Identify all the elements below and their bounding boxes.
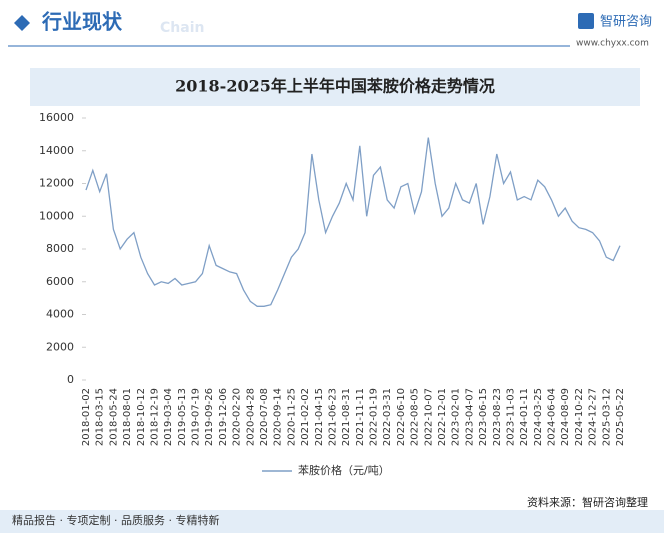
footer-text: 精品报告 · 专项定制 · 品质服务 · 专精特新 — [12, 513, 219, 527]
x-tick-label: 2021-11-11 — [355, 388, 366, 446]
x-tick-label: 2024-03-25 — [533, 388, 544, 446]
header-watermark: Chain — [160, 20, 204, 36]
x-tick-label: 2020-11-25 — [286, 388, 297, 446]
footer-bar — [0, 510, 664, 533]
x-tick-label: 2021-02-02 — [300, 388, 311, 446]
x-tick-label: 2022-03-31 — [382, 388, 393, 446]
brand-logo — [578, 13, 594, 29]
x-tick-label: 2025-03-12 — [601, 388, 612, 446]
line — [85, 137, 621, 307]
x-tick-label: 2018-01-02 — [81, 388, 92, 446]
x-tick-label: 2022-08-05 — [410, 388, 421, 446]
x-tick-label: 2019-03-04 — [163, 388, 174, 446]
plot: 0 2000 4000 6000 8000 10000 12000 14000 16000 201… — [39, 111, 626, 477]
x-tick-label: 2018-05-24 — [108, 388, 119, 446]
x-tick-label: 2021-08-31 — [341, 388, 352, 446]
x-tick-label: 2018-08-01 — [122, 388, 133, 446]
x-tick-label: 2023-02-01 — [451, 388, 462, 446]
x-tick-label: 2019-05-13 — [177, 388, 188, 446]
x-tick-label: 2020-04-28 — [245, 388, 256, 446]
x-tick-label: 2023-06-15 — [478, 388, 489, 446]
legend-label: 苯胺价格（元/吨） — [298, 463, 390, 477]
x-tick-label: 2025-05-22 — [615, 388, 626, 446]
x-tick-label: 2024-06-04 — [547, 388, 558, 446]
y-tick-label: 10000 — [39, 209, 74, 222]
x-tick-label: 2022-06-10 — [396, 388, 407, 446]
x-tick-label: 2019-07-19 — [191, 388, 202, 446]
x-tick-label: 2021-04-15 — [314, 388, 325, 446]
x-tick-label: 2020-07-08 — [259, 388, 270, 446]
x-tick-label: 2020-09-14 — [273, 388, 284, 446]
y-tick-label: 0 — [67, 373, 74, 386]
y-tick-label: 14000 — [39, 144, 74, 157]
x-tick-label: 2021-06-23 — [327, 388, 338, 446]
y-tick-label: 4000 — [46, 308, 74, 321]
x-tick-label: 2024-10-22 — [574, 388, 585, 446]
x-tick-label: 2018-03-15 — [95, 388, 106, 446]
x-tick-label: 2024-12-27 — [588, 388, 599, 446]
x-tick-label: 2022-12-01 — [437, 388, 448, 446]
x-tick-label: 2019-12-06 — [218, 388, 229, 446]
y-tick-label: 8000 — [46, 242, 74, 255]
x-tick-label: 2022-01-19 — [369, 388, 380, 446]
x-tick-label: 2024-08-09 — [560, 388, 571, 446]
brand-url: www.chyxx.com — [576, 39, 649, 49]
header-icon — [14, 15, 30, 31]
chart-title: 2018-2025年上半年中国苯胺价格走势情况 — [175, 77, 495, 96]
y-tick-label: 16000 — [39, 111, 74, 124]
header-title: 行业现状 — [41, 10, 123, 34]
x-tick-label: 2024-01-11 — [519, 388, 530, 446]
y-tick-label: 2000 — [46, 340, 74, 353]
title-box — [30, 68, 640, 106]
x-tick-label: 2023-04-07 — [464, 388, 475, 446]
x-tick-label: 2018-10-12 — [136, 388, 147, 446]
y-tick-label: 12000 — [39, 177, 74, 190]
x-tick-label: 2020-02-20 — [232, 388, 243, 446]
source: 资料来源：智研咨询整理 — [527, 495, 648, 509]
x-tick-label: 2019-09-26 — [204, 388, 215, 446]
x-tick-label: 2022-10-07 — [423, 388, 434, 446]
x-tick-label: 2018-12-19 — [149, 388, 160, 446]
brand-name: 智研咨询 — [600, 15, 652, 30]
x-tick-label: 2023-08-23 — [492, 388, 503, 446]
y-tick-label: 6000 — [46, 275, 74, 288]
x-tick-label: 2023-11-03 — [505, 388, 516, 446]
